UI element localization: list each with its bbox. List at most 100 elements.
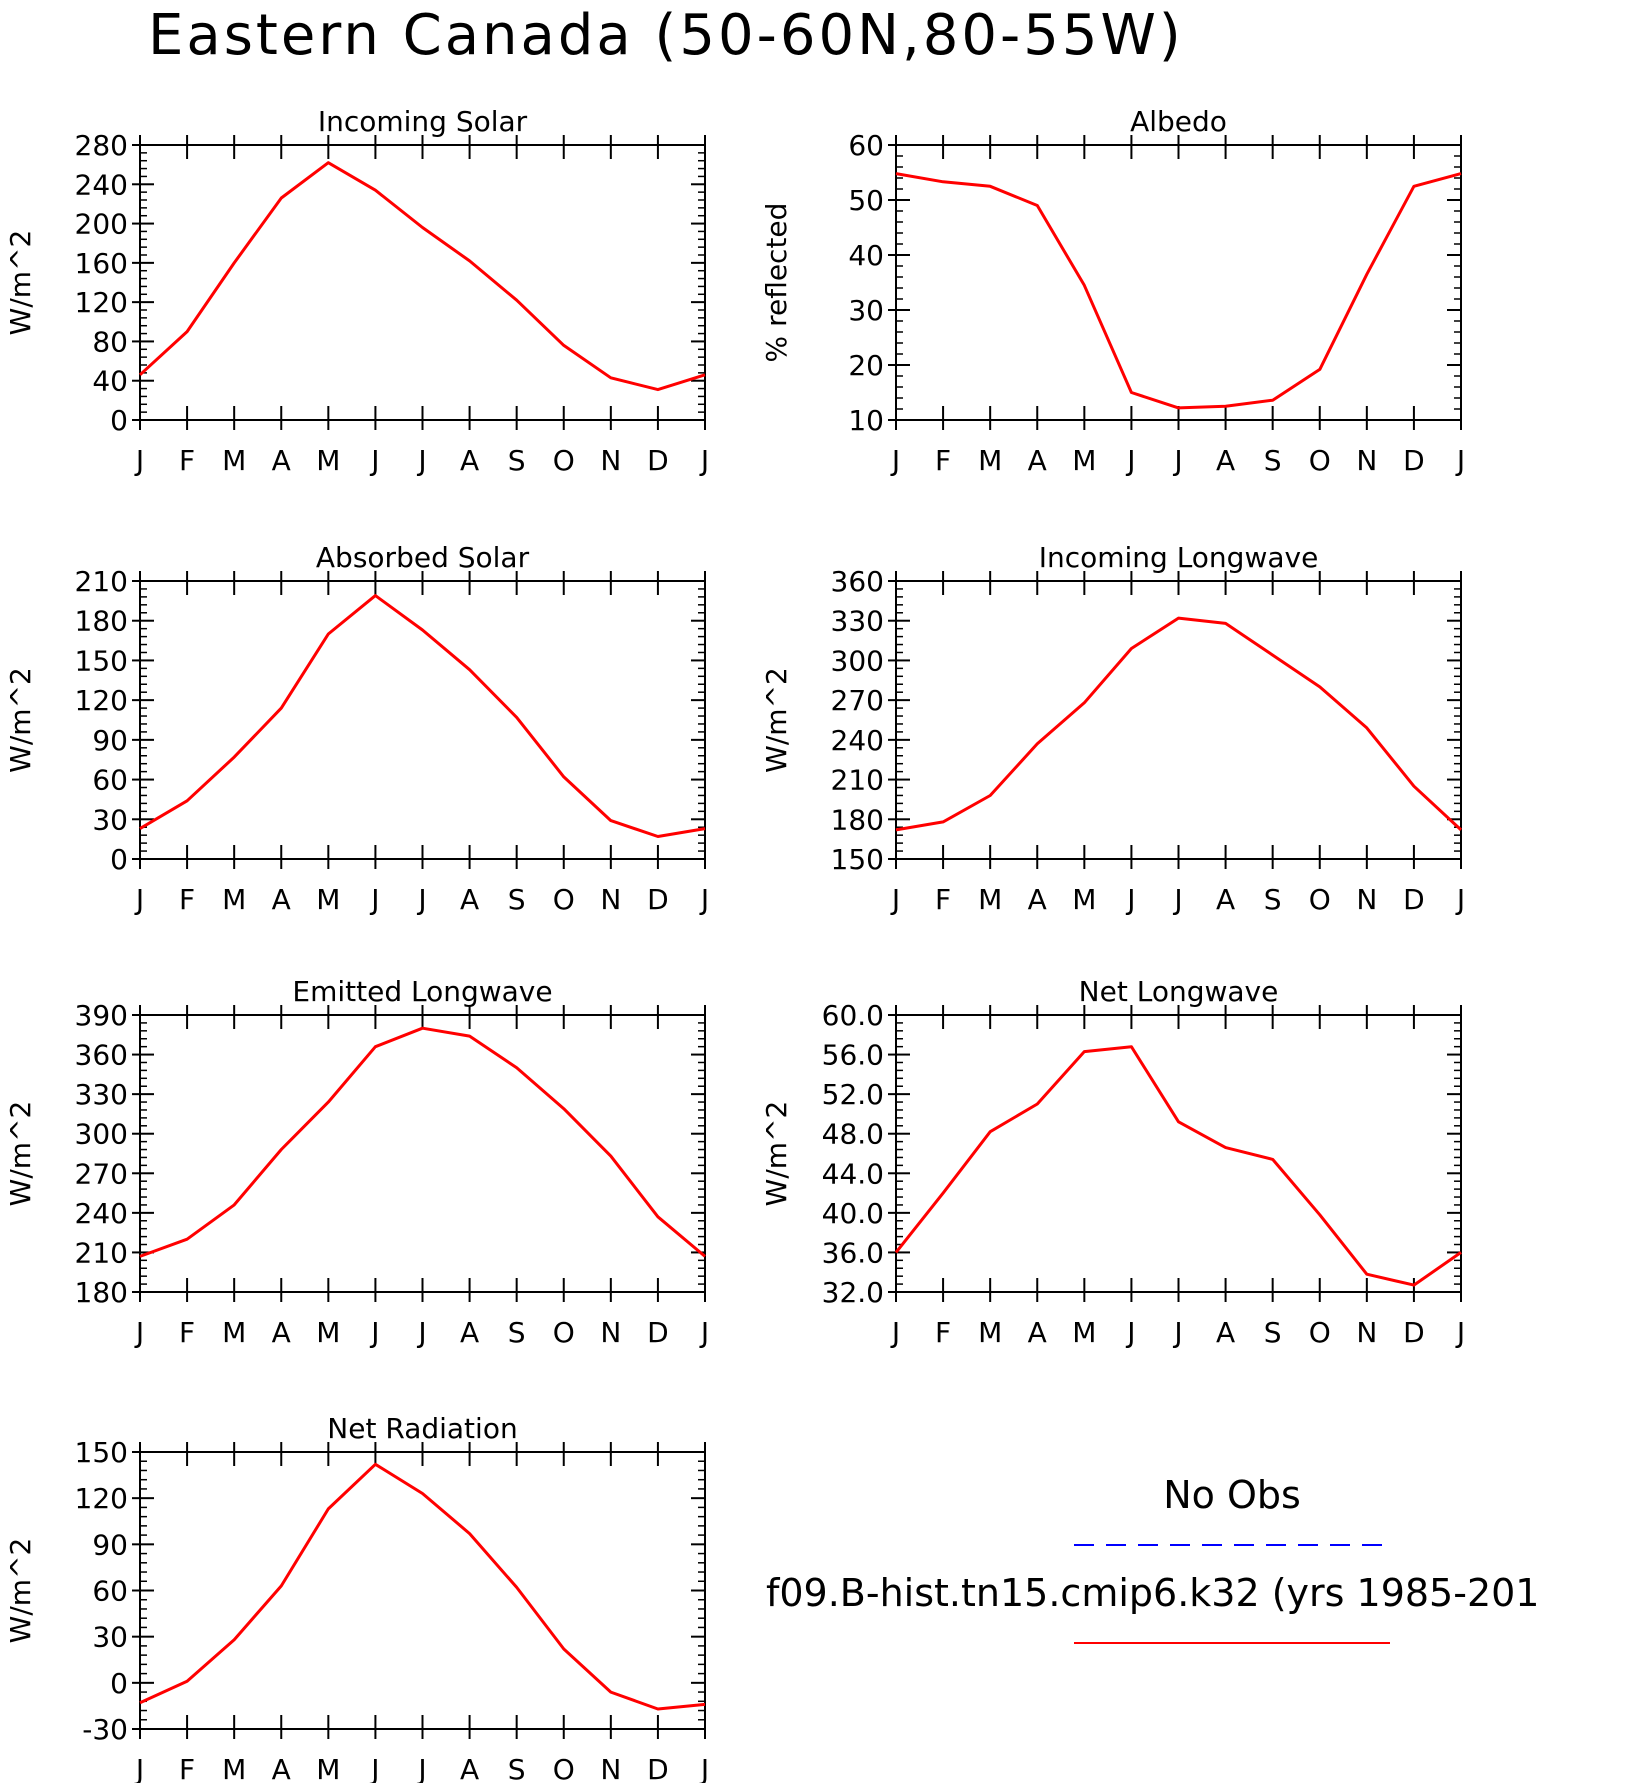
x-tick-label: D xyxy=(647,1316,669,1349)
x-tick-label: J xyxy=(1172,883,1182,916)
plot-frame xyxy=(139,580,706,860)
x-tick-label: S xyxy=(1264,883,1282,916)
x-tick-label: O xyxy=(553,883,575,916)
x-tick-label: A xyxy=(272,1316,291,1349)
plot-frame xyxy=(895,580,1462,860)
y-axis-label: W/m^2 xyxy=(4,1538,37,1644)
y-tick-label: 80 xyxy=(92,325,128,358)
x-tick-label: S xyxy=(1264,444,1282,477)
y-tick-label: 90 xyxy=(92,724,128,757)
x-tick-label: O xyxy=(553,444,575,477)
x-tick-label: J xyxy=(134,1316,144,1349)
x-tick-label: D xyxy=(1403,444,1425,477)
series-line-model xyxy=(139,1026,706,1258)
x-tick-label: O xyxy=(1309,883,1331,916)
y-tick-label: 360 xyxy=(831,565,884,598)
y-tick-label: 52.0 xyxy=(822,1078,884,1111)
x-tick-label: D xyxy=(1403,1316,1425,1349)
x-tick-label: J xyxy=(890,883,900,916)
x-tick-label: M xyxy=(222,1753,246,1783)
x-tick-label: A xyxy=(1028,444,1047,477)
panel-title: Albedo xyxy=(1130,105,1227,138)
x-tick-label: F xyxy=(935,1316,951,1349)
x-tick-label: J xyxy=(1125,1316,1135,1349)
y-tick-label: 30 xyxy=(92,1621,128,1654)
y-tick-label: 60 xyxy=(92,764,128,797)
x-tick-label: F xyxy=(179,444,195,477)
x-tick-label: J xyxy=(369,444,379,477)
x-tick-label: O xyxy=(553,1316,575,1349)
x-tick-label: M xyxy=(1072,883,1096,916)
y-axis-label: W/m^2 xyxy=(760,1101,793,1207)
x-tick-label: M xyxy=(978,444,1002,477)
y-tick-label: 360 xyxy=(75,1039,128,1072)
x-tick-label: N xyxy=(1356,444,1377,477)
y-tick-label: 180 xyxy=(75,605,128,638)
x-tick-label: J xyxy=(134,444,144,477)
y-tick-label: 150 xyxy=(75,1436,128,1469)
x-tick-label: J xyxy=(699,1316,709,1349)
legend-model-label: f09.B-hist.tn15.cmip6.k32 (yrs 1985-201 xyxy=(766,1571,1539,1615)
x-tick-label: J xyxy=(890,444,900,477)
y-tick-label: 120 xyxy=(75,684,128,717)
y-tick-label: 60 xyxy=(92,1575,128,1608)
plot-frame xyxy=(895,1014,1462,1293)
y-tick-label: 210 xyxy=(75,565,128,598)
x-tick-label: J xyxy=(890,1316,900,1349)
series-line-model xyxy=(895,616,1463,832)
y-tick-label: 0 xyxy=(110,1667,128,1700)
x-tick-label: N xyxy=(600,883,621,916)
x-tick-label: D xyxy=(1403,883,1425,916)
x-tick-label: J xyxy=(1455,1316,1465,1349)
y-tick-label: 50 xyxy=(848,184,884,217)
y-tick-label: 160 xyxy=(75,247,128,280)
y-tick-label: 330 xyxy=(75,1078,128,1111)
x-tick-label: J xyxy=(134,1753,144,1783)
x-tick-label: M xyxy=(316,1316,340,1349)
x-tick-label: J xyxy=(1172,1316,1182,1349)
x-tick-label: A xyxy=(1028,1316,1047,1349)
x-tick-label: D xyxy=(647,444,669,477)
panel-title: Incoming Longwave xyxy=(1039,541,1319,574)
x-tick-label: J xyxy=(1172,444,1182,477)
y-tick-label: 240 xyxy=(831,724,884,757)
x-tick-label: N xyxy=(600,1753,621,1783)
series-line-model xyxy=(895,172,1462,410)
x-tick-label: J xyxy=(369,1753,379,1783)
y-tick-label: 20 xyxy=(848,349,884,382)
x-tick-label: M xyxy=(222,1316,246,1349)
legend: No Obs f09.B-hist.tn15.cmip6.k32 (yrs 19… xyxy=(766,1473,1539,1644)
y-tick-label: 40 xyxy=(92,365,128,398)
x-tick-label: J xyxy=(699,883,709,916)
y-axis-label: W/m^2 xyxy=(4,230,37,336)
y-tick-label: 300 xyxy=(75,1118,128,1151)
x-tick-label: J xyxy=(369,883,379,916)
y-tick-label: 150 xyxy=(831,843,884,876)
x-tick-label: A xyxy=(460,1316,479,1349)
panel-4: Emitted Longwave W/m^2 180 210 240 270 300 330 3… xyxy=(4,975,709,1349)
y-tick-label: 32.0 xyxy=(822,1276,884,1309)
x-tick-label: S xyxy=(1264,1316,1282,1349)
y-axis-label: % reflected xyxy=(760,203,793,363)
y-tick-label: 200 xyxy=(75,208,128,241)
x-tick-label: J xyxy=(1125,883,1135,916)
y-tick-label: 120 xyxy=(75,286,128,319)
x-tick-label: J xyxy=(416,444,426,477)
panel-title: Net Longwave xyxy=(1079,975,1279,1008)
x-tick-label: J xyxy=(134,883,144,916)
y-tick-label: 180 xyxy=(75,1276,128,1309)
y-tick-label: 300 xyxy=(831,644,884,677)
x-tick-label: O xyxy=(1309,1316,1331,1349)
y-tick-label: 56.0 xyxy=(822,1039,884,1072)
y-tick-label: 330 xyxy=(831,605,884,638)
x-tick-label: M xyxy=(222,883,246,916)
x-tick-label: M xyxy=(222,444,246,477)
y-tick-label: 60 xyxy=(848,129,884,162)
panel-title: Absorbed Solar xyxy=(316,541,530,574)
x-tick-label: F xyxy=(179,1316,195,1349)
legend-obs-label: No Obs xyxy=(1163,1473,1301,1517)
x-tick-label: A xyxy=(1216,883,1235,916)
x-tick-label: F xyxy=(935,444,951,477)
